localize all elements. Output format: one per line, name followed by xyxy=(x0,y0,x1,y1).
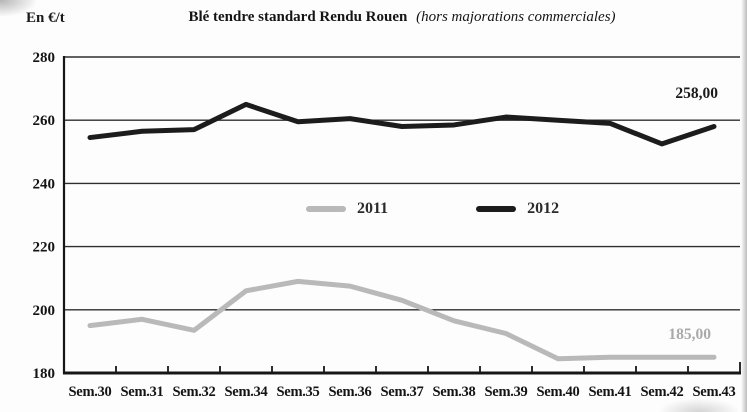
scan-artifact-bottom-right xyxy=(660,399,738,412)
legend-item-2011: 2011 xyxy=(306,201,388,217)
x-axis-tick-label: Sem.43 xyxy=(693,384,736,400)
legend-label-2011: 2011 xyxy=(357,200,389,217)
chart-title: Blé tendre standard Rendu Rouen (hors ma… xyxy=(64,9,740,26)
x-axis-tick-label: Sem.42 xyxy=(641,384,684,400)
legend-label-2012: 2012 xyxy=(527,200,560,217)
x-axis-tick-label: Sem.30 xyxy=(69,384,112,400)
end-value-label-2011: 185,00 xyxy=(668,326,711,343)
x-axis-tick-label: Sem.36 xyxy=(329,384,372,400)
x-axis-tick-label: Sem.31 xyxy=(121,384,164,400)
scan-artifact-top-left xyxy=(0,0,36,16)
legend-item-2012: 2012 xyxy=(476,201,559,217)
y-axis-tick-label: 260 xyxy=(33,113,56,129)
y-axis-tick-label: 200 xyxy=(33,303,56,319)
y-axis-tick-label: 280 xyxy=(33,50,56,66)
y-axis-tick-label: 180 xyxy=(33,366,56,382)
chart-legend: 2011 2012 xyxy=(306,201,559,217)
x-axis-tick-label: Sem.40 xyxy=(537,384,580,400)
x-axis-tick-label: Sem.38 xyxy=(433,384,476,400)
x-axis-tick-label: Sem.39 xyxy=(485,384,528,400)
scan-artifact-right-edge xyxy=(741,0,747,412)
series-line-2011 xyxy=(87,278,717,362)
chart-title-main: Blé tendre standard Rendu Rouen xyxy=(188,9,408,25)
x-axis-tick-label: Sem.37 xyxy=(381,384,424,400)
legend-swatch-2011 xyxy=(306,206,346,212)
chart-title-note: (hors majorations commerciales) xyxy=(416,9,616,25)
x-axis-tick-label: Sem.34 xyxy=(225,384,268,400)
y-axis-tick-label: 240 xyxy=(33,176,56,192)
x-axis-tick-label: Sem.32 xyxy=(173,384,216,400)
x-axis-tick-label: Sem.35 xyxy=(277,384,320,400)
y-axis-tick-label: 220 xyxy=(33,240,56,256)
series-line-2012 xyxy=(87,101,717,147)
end-value-label-2012: 258,00 xyxy=(675,85,718,102)
legend-swatch-2012 xyxy=(476,206,517,212)
x-axis-tick-label: Sem.41 xyxy=(589,384,632,400)
